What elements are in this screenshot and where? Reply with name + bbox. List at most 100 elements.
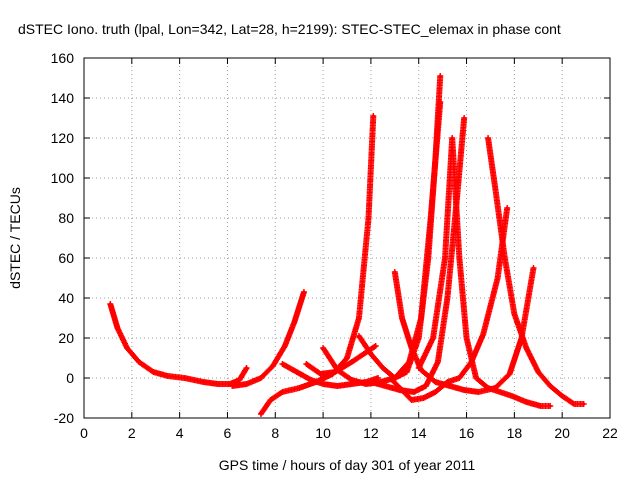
y-tick-label: 80 (58, 210, 74, 226)
data-point (216, 382, 220, 386)
data-point (462, 388, 466, 392)
data-point (539, 404, 543, 408)
data-point (367, 216, 371, 220)
data-point (357, 316, 361, 320)
data-point (448, 384, 452, 388)
data-point (524, 346, 528, 350)
y-tick-label: 40 (58, 290, 74, 306)
data-point (531, 266, 535, 270)
data-point (388, 376, 392, 380)
data-series (107, 73, 587, 417)
series-3 (257, 113, 377, 417)
x-axis-label: GPS time / hours of day 301 of year 2011 (219, 457, 476, 473)
data-point (493, 186, 497, 190)
data-point (457, 376, 461, 380)
data-point (417, 366, 421, 370)
data-point (295, 370, 299, 374)
data-point (508, 372, 512, 376)
data-point (436, 360, 440, 364)
y-tick-label: 100 (51, 170, 75, 186)
x-tick-label: 0 (80, 425, 88, 441)
series-12 (485, 135, 587, 407)
series-9 (391, 265, 537, 395)
data-point (450, 136, 454, 140)
data-point (292, 320, 296, 324)
data-point (400, 388, 404, 392)
data-point (364, 382, 368, 386)
x-tick-label: 2 (128, 425, 136, 441)
data-point (572, 402, 576, 406)
data-point (228, 382, 232, 386)
x-tick-label: 14 (411, 425, 427, 441)
data-point (230, 384, 234, 388)
data-point (369, 352, 373, 356)
y-axis-label: dSTEC / TECUs (7, 187, 23, 289)
data-point (445, 296, 449, 300)
ticks: 0 2 4 6 8 10 12 14 16 18 20 22 -20 0 20 40 60 80 100 120 140… (51, 50, 618, 441)
data-point (345, 356, 349, 360)
data-point (376, 376, 380, 380)
data-point (417, 336, 421, 340)
data-point (137, 360, 141, 364)
data-point (474, 376, 478, 380)
data-point (524, 400, 528, 404)
data-point (237, 378, 241, 382)
data-point (433, 390, 437, 394)
data-point (108, 302, 112, 306)
data-point (486, 386, 490, 390)
x-tick-label: 4 (176, 425, 184, 441)
y-tick-label: 120 (51, 130, 75, 146)
series-7 (355, 73, 444, 381)
data-point (304, 362, 308, 366)
data-point (512, 312, 516, 316)
y-tick-label: 60 (58, 250, 74, 266)
data-point (548, 384, 552, 388)
y-tick-label: 0 (66, 370, 74, 386)
data-point (443, 256, 447, 260)
data-point (309, 378, 313, 382)
chart-title: dSTEC Iono. truth (lpal, Lon=342, Lat=28… (18, 21, 561, 37)
data-point (412, 390, 416, 394)
data-point (283, 344, 287, 348)
data-point (245, 366, 249, 370)
data-point (166, 374, 170, 378)
data-point (582, 402, 586, 406)
data-point (350, 360, 354, 364)
data-point (115, 326, 119, 330)
data-point (362, 352, 366, 356)
series-markers (320, 99, 444, 387)
data-point (486, 136, 490, 140)
series-11 (415, 135, 554, 409)
data-point (182, 376, 186, 380)
data-point (457, 256, 461, 260)
data-point (321, 346, 325, 350)
data-point (431, 336, 435, 340)
data-point (560, 394, 564, 398)
data-point (503, 256, 507, 260)
data-point (280, 390, 284, 394)
y-tick-label: 140 (51, 90, 75, 106)
data-point (381, 366, 385, 370)
x-tick-label: 10 (315, 425, 331, 441)
data-point (426, 256, 430, 260)
data-point (245, 382, 249, 386)
y-tick-label: 20 (58, 330, 74, 346)
x-tick-label: 22 (602, 425, 618, 441)
data-point (536, 370, 540, 374)
data-point (477, 390, 480, 394)
data-point (433, 156, 437, 160)
data-point (424, 384, 428, 388)
series-2 (229, 289, 307, 389)
series-markers (107, 301, 250, 387)
data-point (496, 276, 500, 280)
x-tick-label: 16 (459, 425, 475, 441)
plot-frame (83, 57, 611, 419)
data-point (335, 384, 339, 388)
data-point (481, 332, 485, 336)
data-point (510, 394, 514, 398)
data-point (393, 270, 397, 274)
data-point (369, 380, 373, 384)
data-point (422, 396, 426, 400)
data-point (410, 398, 414, 402)
